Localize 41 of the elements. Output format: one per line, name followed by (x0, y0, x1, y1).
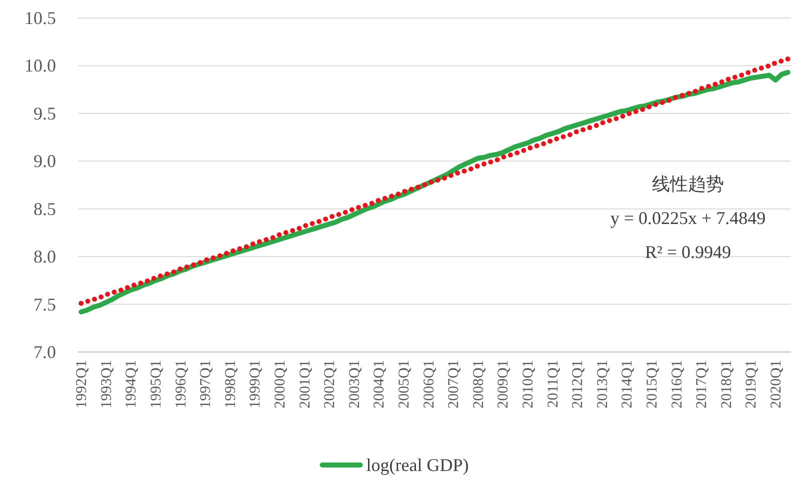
x-tick-label: 2015Q1 (644, 360, 660, 408)
y-tick-label: 10.5 (24, 8, 56, 28)
annotation: y = 0.0225x + 7.4849 (610, 208, 766, 228)
x-tick-label: 2020Q1 (768, 360, 784, 408)
x-tick-label: 1995Q1 (148, 360, 164, 408)
x-tick-label: 1993Q1 (98, 360, 115, 408)
y-tick-label: 10.0 (24, 56, 56, 76)
y-tick-label: 9.0 (34, 151, 56, 172)
x-tick-label: 1992Q1 (74, 360, 90, 408)
y-tick-label: 7.5 (34, 294, 56, 314)
x-tick-label: 1999Q1 (248, 360, 264, 408)
x-tick-label: 2011Q1 (545, 360, 562, 408)
x-tick-label: 1996Q1 (173, 360, 190, 408)
x-tick-label: 2013Q1 (594, 360, 611, 408)
x-tick-label: 2003Q1 (346, 360, 363, 408)
x-tick-label: 2000Q1 (272, 360, 288, 408)
y-tick-label: 7.0 (34, 342, 56, 362)
x-tick-label: 2002Q1 (322, 360, 338, 408)
x-tick-label: 2014Q1 (620, 360, 636, 408)
x-tick-label: 2019Q1 (744, 360, 760, 408)
x-tick-label: 2018Q1 (718, 360, 735, 408)
y-tick-label: 9.5 (34, 103, 56, 124)
x-tick-label: 2008Q1 (470, 360, 487, 408)
x-tick-label: 1994Q1 (124, 360, 140, 408)
y-tick-label: 8.0 (34, 246, 56, 267)
x-tick-label: 2007Q1 (446, 360, 462, 408)
x-tick-label: 1997Q1 (198, 360, 214, 408)
x-tick-label: 2012Q1 (570, 360, 586, 408)
x-tick-label: 1998Q1 (222, 360, 239, 408)
x-tick-label: 2010Q1 (520, 360, 536, 408)
x-tick-label: 2004Q1 (372, 360, 388, 408)
annotation: R² = 0.9949 (644, 242, 732, 262)
annotation: 线性趋势 (652, 174, 724, 194)
x-tick-label: 2001Q1 (297, 360, 314, 408)
x-tick-label: 2005Q1 (396, 360, 412, 408)
x-tick-label: 2017Q1 (694, 360, 710, 408)
y-tick-label: 8.5 (34, 198, 56, 219)
x-tick-label: 2006Q1 (421, 360, 438, 408)
legend-label: log(real GDP) (366, 455, 469, 475)
x-tick-label: 2016Q1 (669, 360, 686, 408)
x-tick-label: 2009Q1 (496, 360, 512, 408)
